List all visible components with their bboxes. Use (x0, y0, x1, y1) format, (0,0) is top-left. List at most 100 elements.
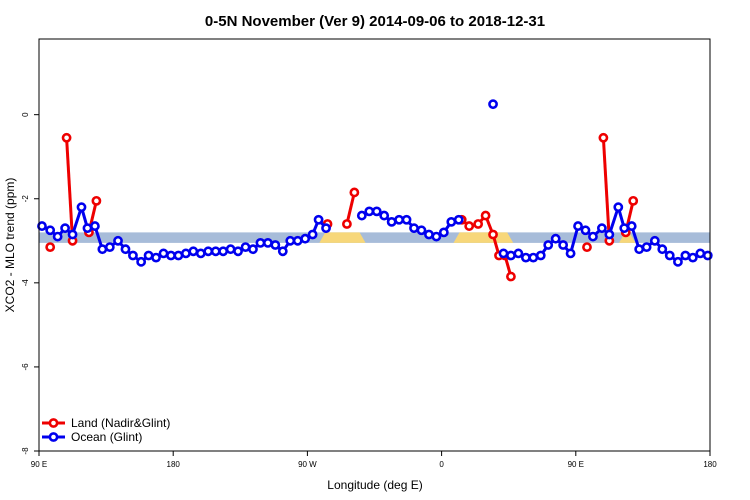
ocean-point-1-11 (438, 227, 449, 238)
land-point-0-0 (45, 242, 56, 253)
land-point-5-7 (506, 271, 516, 282)
ocean-point-1-3 (379, 210, 390, 221)
ocean-point-0-5 (76, 202, 87, 213)
ocean-point-0-27 (240, 242, 251, 253)
ocean-point-0-38 (321, 223, 331, 234)
ocean-point-3-0 (498, 248, 509, 259)
ocean-point-0-10 (113, 235, 123, 246)
land-series-line-7 (601, 137, 611, 241)
ocean-point-3-6 (543, 240, 554, 250)
ocean-point-1-8 (416, 225, 427, 236)
ocean-point-0-14 (143, 250, 154, 261)
ocean-point-3-12 (588, 231, 598, 242)
ocean-point-0-17 (166, 250, 176, 261)
legend-ocean-label: Ocean (Glint) (71, 430, 142, 444)
x-tick-label-1: 180 (167, 460, 181, 469)
ocean-point-3-21 (657, 244, 668, 255)
ocean-point-0-15 (151, 252, 161, 263)
land-point-7-0 (598, 132, 609, 143)
land-point-5-1 (464, 221, 475, 231)
ocean-point-0-3 (60, 223, 70, 234)
ocean-point-0-32 (277, 246, 288, 257)
y-tick-label-2: -4 (21, 279, 30, 287)
ocean-point-3-5 (535, 250, 546, 261)
ocean-point-0-1 (45, 225, 56, 236)
ocean-point-3-17 (626, 221, 637, 231)
land-point-8-1 (628, 195, 639, 206)
x-tick-label-2: 90 W (298, 460, 317, 469)
ocean-point-1-2 (371, 206, 382, 217)
y-axis-label: XCO2 - MLO trend (ppm) (3, 178, 17, 313)
ocean-point-0-11 (120, 244, 131, 255)
ocean-point-3-13 (596, 223, 607, 234)
x-axis-label: Longitude (deg E) (327, 478, 422, 492)
ocean-point-3-11 (580, 225, 591, 236)
ocean-point-0-18 (173, 250, 184, 261)
legend-ocean-marker (48, 432, 59, 442)
plot-frame (38, 38, 711, 452)
ocean-point-0-8 (97, 244, 108, 255)
ocean-point-0-26 (233, 246, 243, 257)
ocean-point-1-7 (409, 223, 419, 234)
ocean-point-3-24 (680, 250, 691, 261)
land-point-5-3 (480, 210, 491, 221)
ocean-point-0-34 (292, 235, 303, 246)
ocean-point-3-1 (506, 250, 516, 261)
ocean-point-0-4 (67, 229, 78, 240)
ocean-point-3-4 (528, 252, 539, 263)
ocean-point-0-20 (188, 246, 199, 257)
ocean-point-3-9 (565, 248, 576, 259)
x-tick-label-4: 90 E (568, 460, 584, 469)
ocean-point-3-15 (613, 202, 624, 213)
ocean-point-0-9 (104, 242, 115, 253)
ocean-point-1-4 (386, 216, 397, 227)
band-highlight-2 (619, 232, 636, 243)
ocean-point-0-35 (300, 233, 311, 244)
band-highlight-0 (319, 232, 366, 243)
chart-title: 0-5N November (Ver 9) 2014-09-06 to 2018… (205, 13, 545, 30)
plot-area (37, 99, 713, 282)
ocean-point-1-5 (394, 214, 405, 225)
ocean-point-0-33 (285, 235, 296, 246)
ocean-point-0-31 (270, 240, 281, 250)
land-point-1-0 (61, 132, 72, 143)
ocean-point-0-21 (195, 248, 206, 259)
ocean-point-1-0 (356, 210, 367, 221)
land-point-4-0 (342, 219, 352, 229)
ocean-point-0-7 (90, 221, 100, 231)
ocean-point-1-10 (431, 231, 442, 242)
band-highlight-1 (453, 232, 514, 243)
ocean-point-0-36 (307, 229, 318, 240)
ocean-point-3-3 (520, 252, 531, 263)
land-point-4-1 (349, 187, 360, 198)
land-point-5-4 (488, 229, 498, 240)
ocean-point-0-24 (218, 246, 229, 257)
ocean-point-0-30 (262, 237, 273, 248)
ocean-point-3-10 (573, 221, 583, 231)
ocean-point-1-12 (446, 216, 457, 227)
ocean-point-3-20 (649, 235, 660, 246)
ocean-point-2-0 (488, 99, 498, 110)
x-tick-label-0: 90 E (31, 460, 47, 469)
land-series-line-4 (345, 192, 356, 225)
land-point-2-1 (91, 195, 102, 206)
ocean-point-3-2 (513, 248, 524, 259)
ocean-point-3-8 (558, 240, 569, 250)
y-tick-label-0: 0 (21, 112, 30, 117)
legend-land-marker (48, 418, 59, 428)
legend-land-label: Land (Nadir&Glint) (71, 416, 170, 430)
ocean-point-3-19 (641, 242, 652, 253)
ocean-point-0-19 (180, 248, 191, 259)
ocean-point-0-22 (203, 246, 214, 257)
ocean-point-1-9 (424, 229, 434, 240)
ocean-point-3-16 (619, 223, 630, 234)
x-tick-label-3: 0 (439, 460, 444, 469)
land-point-6-0 (582, 242, 592, 253)
ocean-point-3-23 (673, 256, 683, 267)
ocean-point-0-0 (37, 221, 47, 231)
ocean-point-0-28 (248, 244, 258, 255)
ocean-point-0-29 (255, 237, 266, 248)
ocean-point-3-7 (550, 233, 561, 244)
y-tick-label-4: -8 (21, 447, 30, 455)
ocean-point-0-13 (136, 256, 147, 267)
